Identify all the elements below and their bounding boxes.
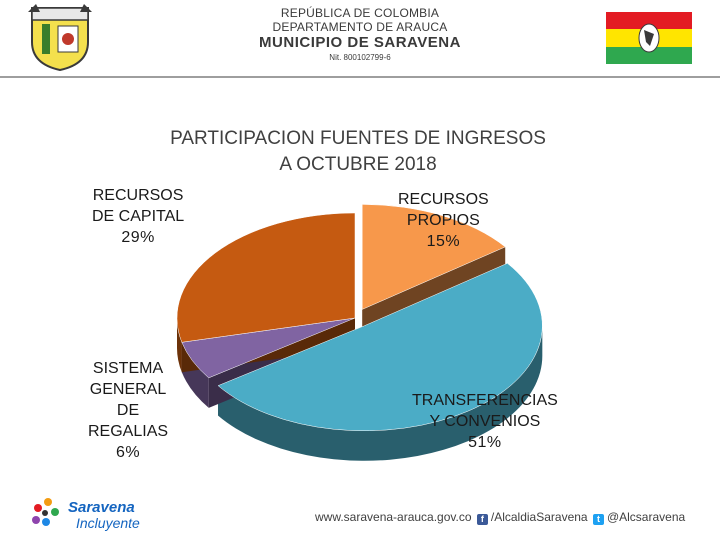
twitter-icon: t xyxy=(592,514,604,525)
pie-slice-side xyxy=(177,318,182,373)
pie-slice-side xyxy=(218,325,543,461)
chart-title-line1: PARTICIPACION FUENTES DE INGRESOS xyxy=(170,128,546,149)
pie-slice-transferencias-y-convenios xyxy=(217,263,543,432)
pie-slice-recursos-propios xyxy=(361,204,506,310)
municipal-crest-icon xyxy=(28,4,92,72)
label-recursos-capital: RECURSOS DE CAPITAL 29% xyxy=(92,187,185,246)
header-line-municipality: MUNICIPIO DE SARAVENA xyxy=(259,34,461,51)
footer-website[interactable]: www.saravena-arauca.gov.co xyxy=(315,510,472,524)
header-line-department: DEPARTAMENTO DE ARAUCA xyxy=(272,20,448,34)
saravena-incluyente-logo: Saravena Incluyente xyxy=(32,498,140,531)
footer-twitter[interactable]: @Alcsaravena xyxy=(606,510,686,524)
footer-contact: www.saravena-arauca.gov.co f/AlcaldiaSar… xyxy=(315,510,685,525)
pie-slice-recursos-de-capital xyxy=(176,212,356,343)
label-sistema-general-regalias: SISTEMA GENERAL DE REGALIAS 6% xyxy=(88,360,169,461)
label-recursos-propios: RECURSOS PROPIOS 15% xyxy=(398,191,489,250)
footer-facebook[interactable]: /AlcaldiaSaravena xyxy=(490,510,588,524)
header-line-nit: Nit. 800102799-6 xyxy=(329,53,391,62)
municipal-flag-icon xyxy=(606,12,692,64)
facebook-icon: f xyxy=(476,514,488,525)
label-transferencias-convenios: TRANSFERENCIAS Y CONVENIOS 51% xyxy=(412,392,558,451)
header-line-country: REPÚBLICA DE COLOMBIA xyxy=(280,6,440,20)
chart-title: PARTICIPACION FUENTES DE INGRESOS A OCTU… xyxy=(118,126,598,178)
logo-line2: Incluyente xyxy=(76,515,140,531)
logo-line1: Saravena xyxy=(68,499,135,516)
header-text-block: REPÚBLICA DE COLOMBIA DEPARTAMENTO DE AR… xyxy=(230,6,490,64)
flower-icon xyxy=(32,498,59,526)
chart-title-line2: A OCTUBRE 2018 xyxy=(279,154,437,175)
page-header: REPÚBLICA DE COLOMBIA DEPARTAMENTO DE AR… xyxy=(0,0,720,78)
